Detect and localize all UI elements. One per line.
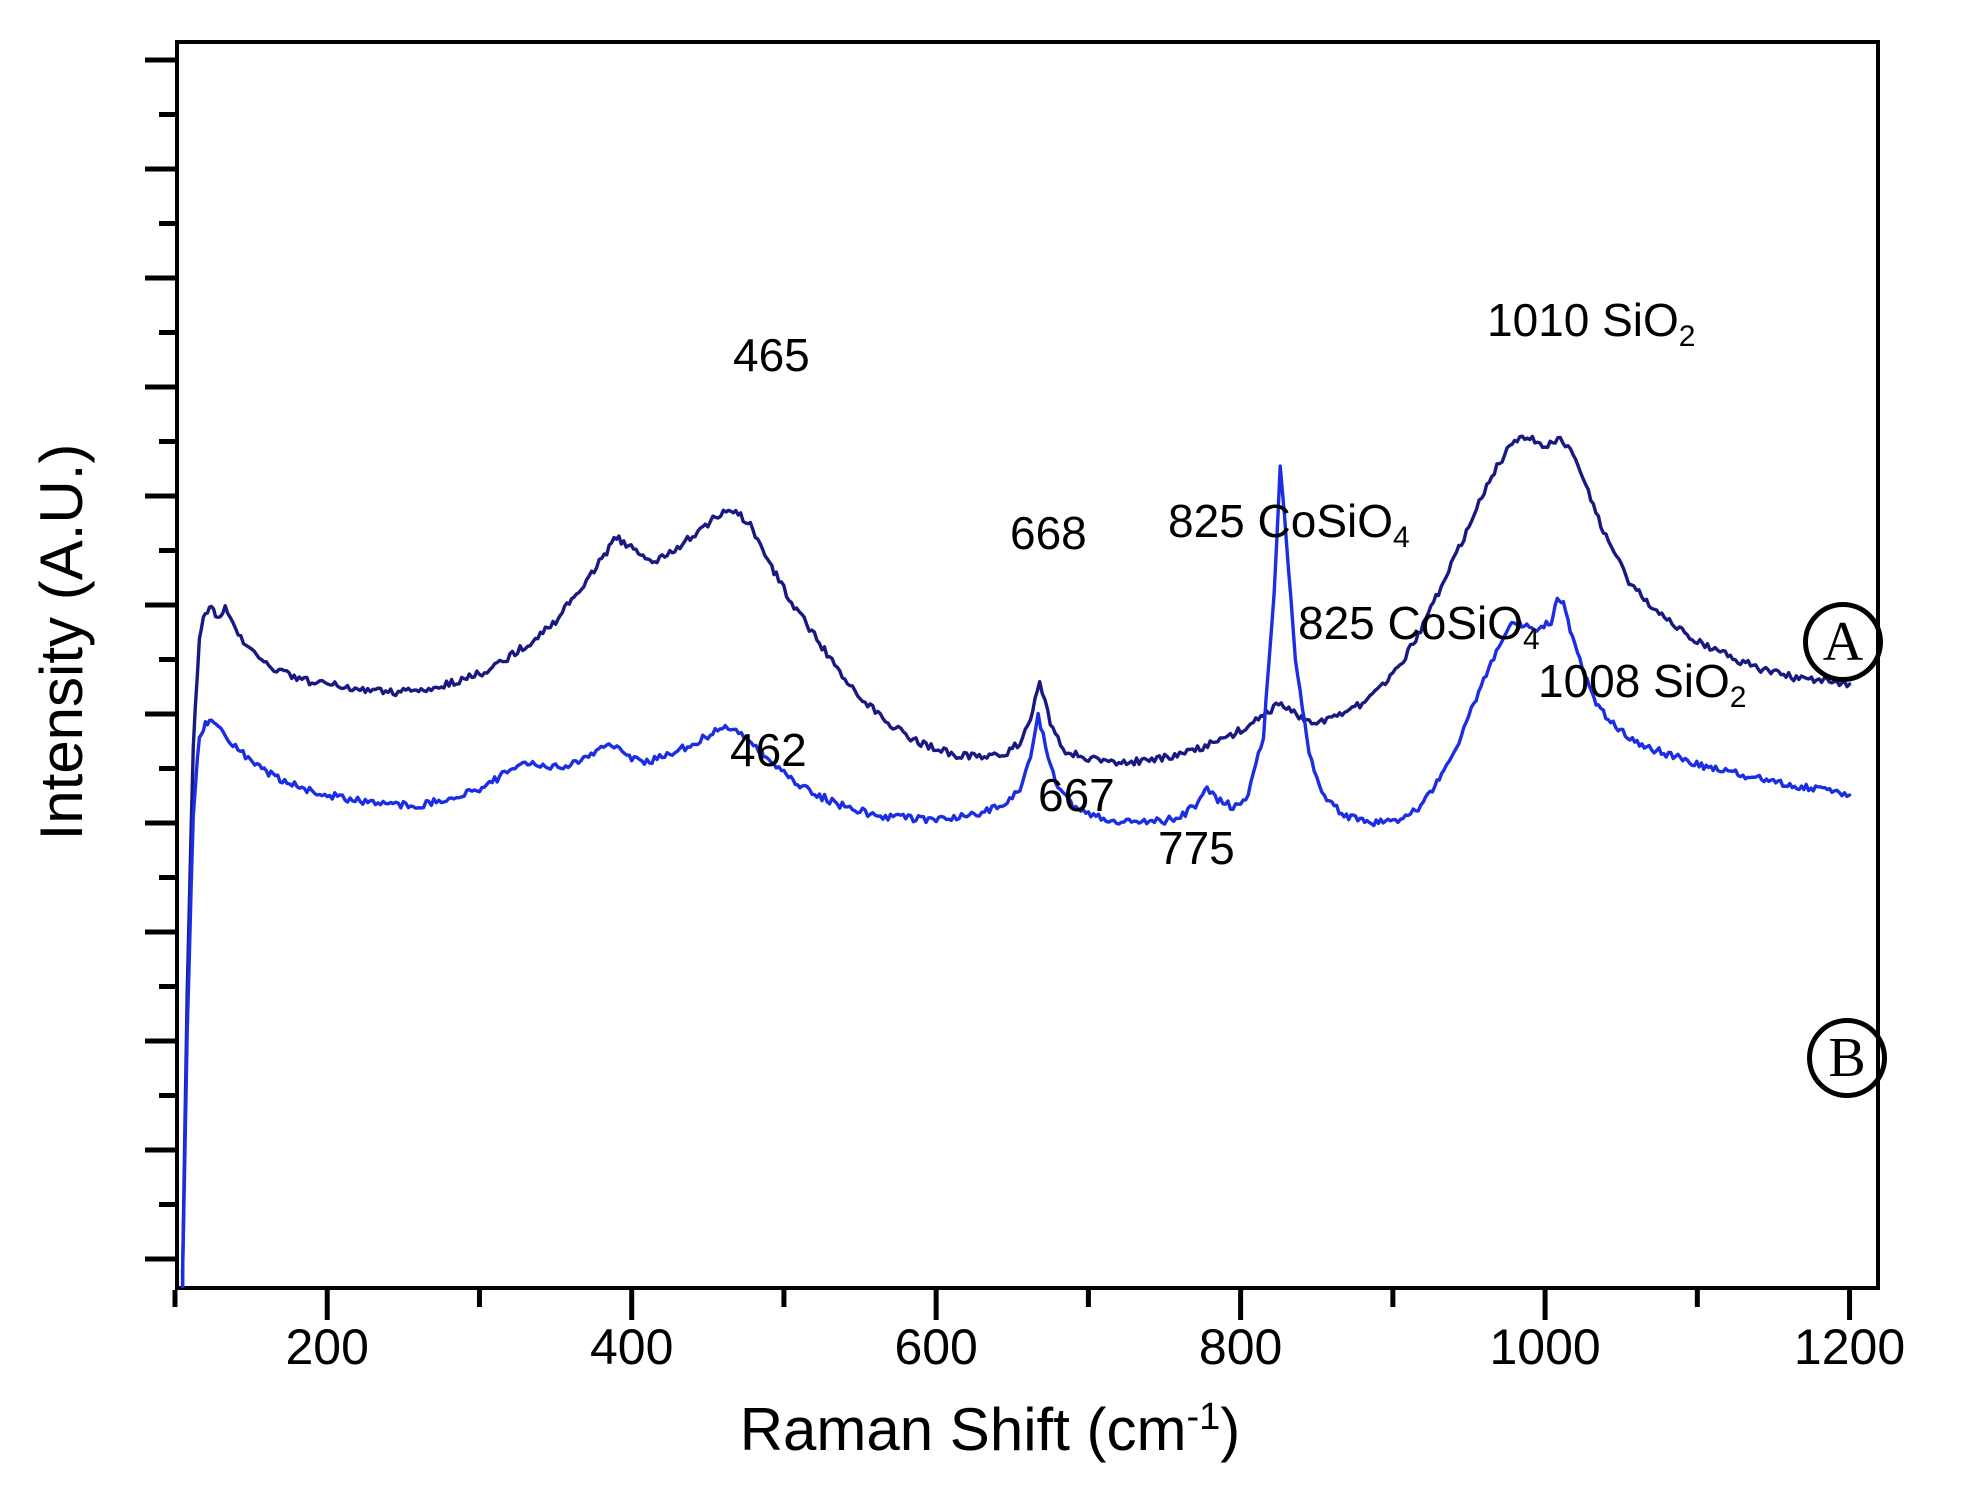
marker-b: B — [1807, 1018, 1887, 1098]
x-axis-title: Raman Shift (cm-1) — [0, 1398, 1980, 1460]
peak-annotation-b-1008: 1008 SiO2 — [1538, 655, 1746, 713]
marker-a: A — [1803, 602, 1883, 682]
x-axis-title-main: Raman Shift (cm — [739, 1396, 1187, 1463]
peak-annotation-text: 668 — [1010, 507, 1087, 559]
x-tick-label-200: 200 — [285, 1319, 369, 1375]
peak-annotation-b-775: 775 — [1158, 825, 1235, 871]
x-tick-label-1000: 1000 — [1489, 1319, 1601, 1375]
x-tick-label-800: 800 — [1198, 1319, 1283, 1375]
peak-annotation-b-667: 667 — [1038, 772, 1115, 818]
peak-annotation-subscript: 4 — [1523, 623, 1540, 657]
spectrum-curve-a — [180, 434, 1852, 1276]
spectrum-curve-b — [180, 464, 1852, 1274]
x-axis-title-close: ) — [1220, 1396, 1241, 1463]
peak-annotation-subscript: 2 — [1678, 320, 1696, 354]
x-tick-label-600: 600 — [894, 1319, 978, 1375]
peak-annotation-subscript: 2 — [1729, 681, 1747, 715]
peak-annotation-text: 667 — [1038, 769, 1115, 821]
peak-annotation-b-825: 825 CoSiO4 — [1298, 597, 1540, 655]
peak-annotation-text: 1010 SiO — [1487, 294, 1679, 346]
peak-annotation-text: 465 — [733, 329, 810, 381]
peak-annotation-text: 1008 SiO — [1538, 655, 1730, 707]
peak-annotation-subscript: 4 — [1393, 521, 1410, 555]
peak-annotation-a-825: 825 CoSiO4 — [1168, 495, 1410, 553]
peak-annotation-text: 775 — [1158, 822, 1235, 874]
peak-annotation-a-465: 465 — [733, 332, 810, 378]
peak-annotation-a-668: 668 — [1010, 510, 1087, 556]
peak-annotation-b-462: 462 — [730, 727, 807, 773]
peak-annotation-text: 462 — [730, 724, 807, 776]
x-tick-label-400: 400 — [589, 1319, 674, 1375]
x-tick-label-1200: 1200 — [1793, 1319, 1906, 1375]
peak-annotation-a-1010: 1010 SiO2 — [1487, 294, 1695, 352]
plot-frame — [175, 40, 1880, 1290]
peak-annotation-text: 825 CoSiO — [1298, 597, 1524, 649]
peak-annotation-text: 825 CoSiO — [1168, 495, 1394, 547]
x-axis-title-exponent: -1 — [1186, 1396, 1221, 1438]
y-axis-title: Intensity (A.U.) — [28, 443, 95, 841]
